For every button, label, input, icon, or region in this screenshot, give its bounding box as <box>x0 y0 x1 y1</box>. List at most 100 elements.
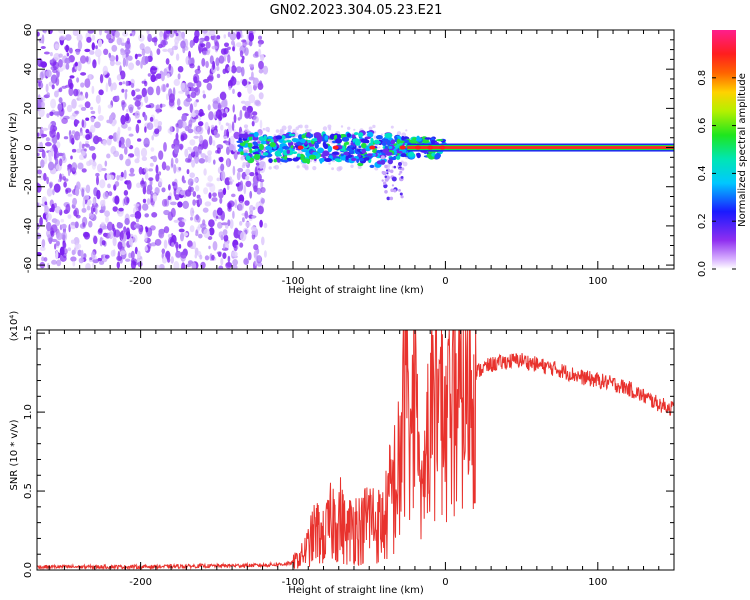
heatmap-streak-cell <box>393 165 397 169</box>
heatmap-band-cell <box>396 150 403 154</box>
heatmap-noise-cell <box>41 133 48 138</box>
heatmap-noise-cell <box>88 220 93 228</box>
heatmap-noise-cell <box>207 104 211 111</box>
heatmap-noise-cell <box>62 241 67 249</box>
heatmap-noise-cell <box>96 175 99 186</box>
heatmap-noise-cell <box>257 255 262 262</box>
heatmap-noise-cell <box>125 80 129 87</box>
heatmap-noise-cell <box>202 78 210 83</box>
heatmap-band-cell <box>395 155 401 160</box>
heatmap-noise-cell <box>158 228 166 235</box>
heatmap-band-cell <box>285 139 292 143</box>
heatmap-band-cell <box>381 142 387 146</box>
heatmap-noise-cell <box>259 219 263 228</box>
heatmap-noise-cell <box>185 189 192 197</box>
heatmap-noise-cell <box>73 88 79 97</box>
heatmap-band-cell <box>292 138 300 143</box>
heatmap-noise-cell <box>146 122 154 130</box>
heatmap-noise-cell <box>228 85 232 91</box>
heatmap-noise-cell <box>213 129 218 136</box>
heatmap-noise-cell <box>260 54 265 62</box>
heatmap-band-cell <box>354 132 359 136</box>
heatmap-noise-cell <box>162 256 167 264</box>
heatmap-streak-cell <box>384 164 388 169</box>
heatmap-noise-cell <box>91 262 95 268</box>
heatmap-noise-cell <box>180 135 185 142</box>
heatmap-noise-cell <box>37 169 42 175</box>
heatmap-noise-cell <box>208 135 213 146</box>
heatmap-noise-cell <box>180 82 186 90</box>
heatmap-noise-cell <box>146 30 150 35</box>
heatmap-noise-cell <box>142 203 149 211</box>
heatmap-noise-cell <box>257 82 264 90</box>
heatmap-noise-cell <box>206 49 210 56</box>
heatmap-noise-cell <box>52 69 58 74</box>
colorbar-tick-label: 0.8 <box>697 70 708 86</box>
heatmap-noise-cell <box>73 209 78 217</box>
heatmap-noise-cell <box>56 67 64 72</box>
heatmap-noise-cell <box>116 174 120 181</box>
heatmap-noise-cell <box>81 207 87 213</box>
heatmap-noise-cell <box>139 43 145 51</box>
heatmap-band-cell <box>369 164 375 168</box>
heatmap-noise-cell <box>71 148 77 153</box>
heatmap-noise-cell <box>41 127 49 131</box>
heatmap-noise-cell <box>123 196 130 206</box>
spectrogram-y-label: Frequency (Hz) <box>8 112 19 188</box>
heatmap-band-cell <box>361 142 367 149</box>
heatmap-noise-cell <box>118 140 122 148</box>
snr-x-tick-label: 100 <box>588 577 607 588</box>
heatmap-band-cell <box>286 149 291 155</box>
heatmap-noise-cell <box>46 176 49 185</box>
heatmap-noise-cell <box>257 48 262 57</box>
heatmap-noise-cell <box>187 94 191 99</box>
heatmap-noise-cell <box>219 91 227 101</box>
heatmap-noise-cell <box>230 76 237 86</box>
heatmap-noise-cell <box>39 216 43 227</box>
heatmap-noise-cell <box>104 160 108 167</box>
heatmap-noise-cell <box>129 214 136 218</box>
heatmap-noise-cell <box>45 69 52 78</box>
heatmap-noise-cell <box>170 207 176 218</box>
heatmap-noise-cell <box>121 100 126 105</box>
snr-panel: -200 -100 0 100 0.0 0.5 1.0 1.5 Height of stra… <box>9 311 675 596</box>
heatmap-noise-cell <box>243 124 249 129</box>
heatmap-noise-cell <box>102 65 109 76</box>
heatmap-band-cell <box>324 135 329 141</box>
heatmap-noise-cell <box>128 133 134 137</box>
heatmap-noise-cell <box>92 59 97 69</box>
colorbar-ticks: 0.0 0.2 0.4 0.6 0.8 <box>697 70 736 277</box>
heatmap-noise-cell <box>50 230 55 237</box>
heatmap-noise-cell <box>248 32 254 42</box>
heatmap-noise-cell <box>68 87 74 97</box>
heatmap-noise-cell <box>114 195 120 205</box>
heatmap-noise-cell <box>99 260 105 265</box>
heatmap-noise-cell <box>238 194 245 204</box>
heatmap-band-cell <box>340 153 344 157</box>
heatmap-noise-cell <box>262 65 269 75</box>
heatmap-noise-cell <box>147 198 151 205</box>
heatmap-noise-cell <box>175 157 179 164</box>
heatmap-noise-cell <box>129 106 134 114</box>
heatmap-noise-cell <box>105 216 109 224</box>
heatmap-noise-cell <box>108 135 114 140</box>
heatmap-noise-cell <box>147 73 152 77</box>
heatmap-noise-cell <box>103 48 109 55</box>
heatmap-noise-cell <box>88 146 96 151</box>
heatmap-noise-cell <box>193 177 198 183</box>
heatmap-noise-cell <box>239 242 244 248</box>
heatmap-noise-cell <box>143 137 150 148</box>
heatmap-band-cell <box>349 145 354 148</box>
spectrogram-x-tick-label: -100 <box>282 276 305 287</box>
heatmap-band-cell <box>284 155 287 160</box>
heatmap-noise-cell <box>116 261 121 269</box>
heatmap-noise-cell <box>189 225 195 233</box>
heatmap-streak-cell <box>384 177 389 182</box>
heatmap-noise-cell <box>72 197 78 206</box>
spectrogram-frame <box>36 29 675 270</box>
heatmap-noise-cell <box>80 82 85 88</box>
heatmap-noise-cell <box>187 82 194 89</box>
heatmap-faint-cell <box>338 166 343 171</box>
colorbar-gradient <box>712 30 736 269</box>
heatmap-noise-cell <box>202 93 207 99</box>
